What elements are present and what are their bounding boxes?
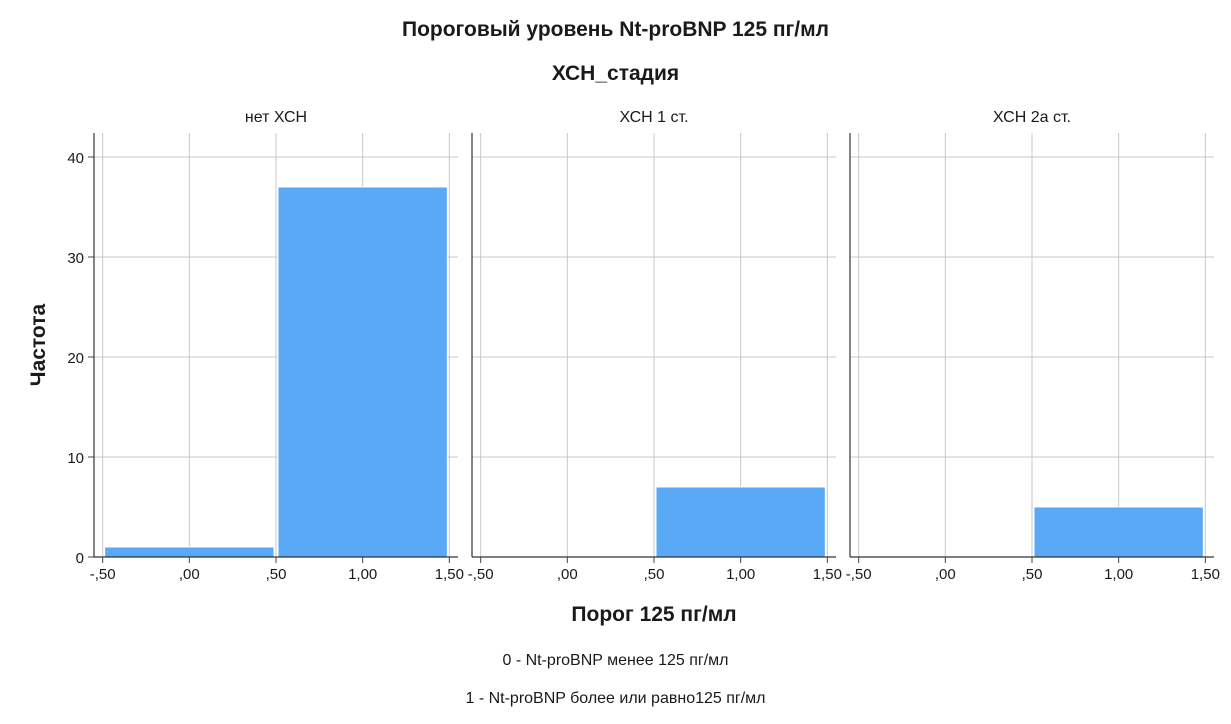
y-tick-label: 10 <box>67 450 84 467</box>
x-tick-label: 1,00 <box>1104 566 1133 583</box>
panel-title: ХСН 1 ст. <box>619 109 688 126</box>
x-tick-label: 1,00 <box>726 566 755 583</box>
histogram-bar <box>104 546 275 558</box>
y-tick-label: 0 <box>76 550 84 567</box>
x-tick-label: 1,50 <box>1191 566 1220 583</box>
x-tick-label: ,50 <box>644 566 665 583</box>
x-tick-label: ,00 <box>935 566 956 583</box>
histogram-bar <box>1033 506 1204 558</box>
x-tick-label: 1,50 <box>435 566 464 583</box>
panel-title: ХСН 2а ст. <box>993 109 1071 126</box>
y-tick-label: 40 <box>67 150 84 167</box>
panel-title: нет ХСН <box>245 109 307 126</box>
y-tick-label: 30 <box>67 250 84 267</box>
x-tick-label: 1,50 <box>813 566 842 583</box>
chart-title: Пороговый уровень Nt-proBNP 125 пг/мл <box>401 18 830 41</box>
histogram-bar <box>655 486 826 558</box>
x-tick-label: -,50 <box>846 566 872 583</box>
x-tick-label: -,50 <box>468 566 494 583</box>
facet-variable-title: ХСН_стадия <box>551 62 680 85</box>
x-tick-label: ,50 <box>1022 566 1043 583</box>
x-tick-label: ,00 <box>179 566 200 583</box>
x-tick-label: -,50 <box>90 566 116 583</box>
x-tick-label: 1,00 <box>348 566 377 583</box>
x-tick-label: ,00 <box>557 566 578 583</box>
legend-note-1: 1 - Nt-proBNP более или равно125 пг/мл <box>465 690 766 707</box>
x-tick-label: ,50 <box>266 566 287 583</box>
histogram-bar <box>277 186 448 558</box>
legend-note-0: 0 - Nt-proBNP менее 125 пг/мл <box>502 652 729 669</box>
x-axis-label: Порог 125 пг/мл <box>571 603 736 626</box>
y-axis-label: Частота <box>27 303 50 386</box>
y-tick-label: 20 <box>67 350 84 367</box>
